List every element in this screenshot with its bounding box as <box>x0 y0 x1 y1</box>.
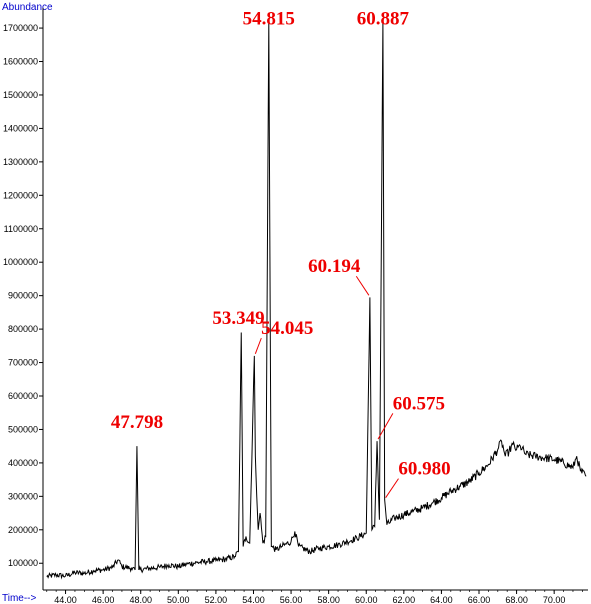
y-tick-label: 1400000 <box>3 123 38 133</box>
peak-leader-line <box>355 275 370 296</box>
peak-label-54-045: 54.045 <box>261 318 313 339</box>
x-tick-label: 64.00 <box>430 595 453 604</box>
x-tick-label: 70.00 <box>543 595 566 604</box>
peak-leader-line <box>377 413 394 440</box>
x-tick-label: 54.00 <box>242 595 265 604</box>
x-tick-label: 68.00 <box>505 595 528 604</box>
y-tick-label: 1200000 <box>3 190 38 200</box>
y-tick-label: 200000 <box>8 525 38 535</box>
peak-label-60-575: 60.575 <box>393 393 445 414</box>
peak-label-47-798: 47.798 <box>111 412 163 433</box>
x-axis-title: Time--> <box>2 593 37 604</box>
x-tick-label: 62.00 <box>393 595 416 604</box>
y-tick-label: 1300000 <box>3 157 38 167</box>
x-tick-label: 60.00 <box>355 595 378 604</box>
y-tick-label: 1000000 <box>3 257 38 267</box>
x-tick-label: 56.00 <box>280 595 303 604</box>
peak-leader-line <box>254 337 262 355</box>
y-tick-label: 100000 <box>8 558 38 568</box>
y-tick-label: 800000 <box>8 324 38 334</box>
x-tick-label: 44.00 <box>54 595 77 604</box>
y-tick-label: 1600000 <box>3 57 38 67</box>
peak-label-60-980: 60.980 <box>398 459 450 480</box>
peak-label-60-194: 60.194 <box>308 256 361 277</box>
y-tick-label: 1100000 <box>4 224 38 234</box>
x-tick-label: 52.00 <box>205 595 228 604</box>
peak-label-60-887: 60.887 <box>357 9 410 30</box>
y-tick-label: 600000 <box>8 391 38 401</box>
y-tick-label: 300000 <box>8 491 38 501</box>
y-tick-label: 700000 <box>8 358 38 368</box>
y-axis: 100000 200000 300000 400000 500000 600000 7000… <box>3 23 43 568</box>
y-tick-label: 400000 <box>8 458 38 468</box>
chromatogram-trace <box>46 21 587 580</box>
y-tick-label: 500000 <box>8 424 38 434</box>
x-tick-label: 46.00 <box>92 595 115 604</box>
peak-leader-line <box>385 478 399 498</box>
x-tick-label: 48.00 <box>129 595 152 604</box>
y-tick-label: 900000 <box>8 291 38 301</box>
peak-label-53-349: 53.349 <box>212 308 264 329</box>
x-tick-label: 58.00 <box>317 595 340 604</box>
x-axis: 44.00 46.00 48.00 50.00 52.00 54.00 56.00 58.00… <box>46 590 583 604</box>
y-tick-label: 1700000 <box>3 23 38 33</box>
x-tick-label: 50.00 <box>167 595 190 604</box>
y-axis-title: Abundance <box>2 2 53 13</box>
x-tick-label: 66.00 <box>468 595 491 604</box>
peak-label-54-815: 54.815 <box>243 9 295 30</box>
y-tick-label: 1500000 <box>3 90 38 100</box>
